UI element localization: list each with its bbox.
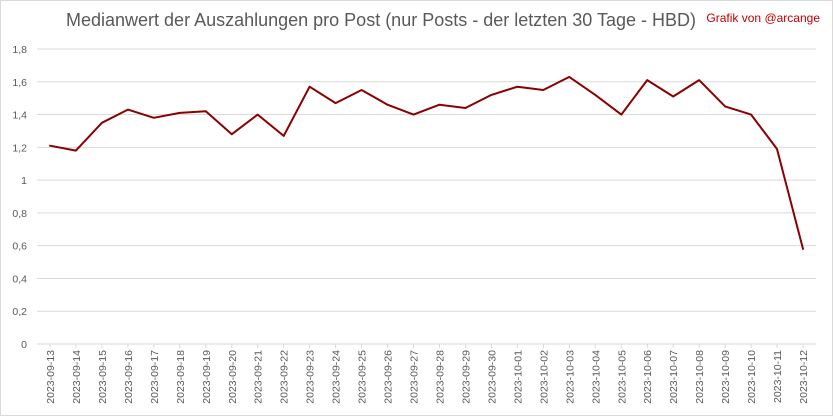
x-tick-label: 2023-10-06 <box>642 350 654 404</box>
y-tick-label: 1,4 <box>12 110 27 122</box>
x-tick-label: 2023-10-07 <box>668 350 680 404</box>
y-tick-label: 0 <box>21 339 27 351</box>
chart-title: Medianwert der Auszahlungen pro Post (nu… <box>66 10 696 30</box>
x-tick-label: 2023-10-04 <box>590 350 602 404</box>
x-tick-label: 2023-09-24 <box>331 350 343 404</box>
x-tick-label: 2023-10-09 <box>720 350 732 404</box>
x-tick-label: 2023-09-19 <box>201 350 213 404</box>
x-tick-label: 2023-10-02 <box>538 350 550 404</box>
x-tick-label: 2023-09-21 <box>253 350 265 404</box>
y-tick-label: 1,6 <box>12 77 27 89</box>
y-tick-label: 0,6 <box>12 241 27 253</box>
chart-credit: Grafik von @arcange <box>706 11 820 25</box>
x-tick-label: 2023-10-08 <box>694 350 706 404</box>
x-tick-label: 2023-10-12 <box>798 350 810 404</box>
x-tick-label: 2023-09-28 <box>434 350 446 404</box>
x-tick-label: 2023-09-20 <box>227 350 239 404</box>
x-tick-label: 2023-09-14 <box>71 350 83 404</box>
x-tick-label: 2023-09-26 <box>383 350 395 404</box>
x-tick-label: 2023-09-18 <box>175 350 187 404</box>
x-tick-label: 2023-09-22 <box>279 350 291 404</box>
x-tick-label: 2023-09-30 <box>486 350 498 404</box>
x-tick-label: 2023-09-15 <box>97 350 109 404</box>
y-tick-label: 1,8 <box>12 44 27 56</box>
y-tick-label: 0,4 <box>12 273 27 285</box>
x-tick-label: 2023-09-13 <box>45 350 57 404</box>
x-tick-label: 2023-09-25 <box>357 350 369 404</box>
y-tick-label: 1,2 <box>12 142 27 154</box>
x-tick-label: 2023-10-05 <box>616 350 628 404</box>
series-line <box>49 75 804 250</box>
x-tick-label: 2023-09-29 <box>460 350 472 404</box>
y-tick-label: 0,2 <box>12 306 27 318</box>
y-tick-label: 1 <box>21 175 27 187</box>
x-tick-label: 2023-10-01 <box>512 350 524 404</box>
x-tick-label: 2023-10-10 <box>746 350 758 404</box>
x-tick-label: 2023-10-11 <box>772 350 784 403</box>
y-tick-label: 0,8 <box>12 208 27 220</box>
x-tick-label: 2023-10-03 <box>564 350 576 404</box>
x-tick-label: 2023-09-16 <box>123 350 135 404</box>
x-tick-label: 2023-09-27 <box>409 350 421 404</box>
x-tick-label: 2023-09-17 <box>149 350 161 404</box>
x-tick-label: 2023-09-23 <box>305 350 317 404</box>
